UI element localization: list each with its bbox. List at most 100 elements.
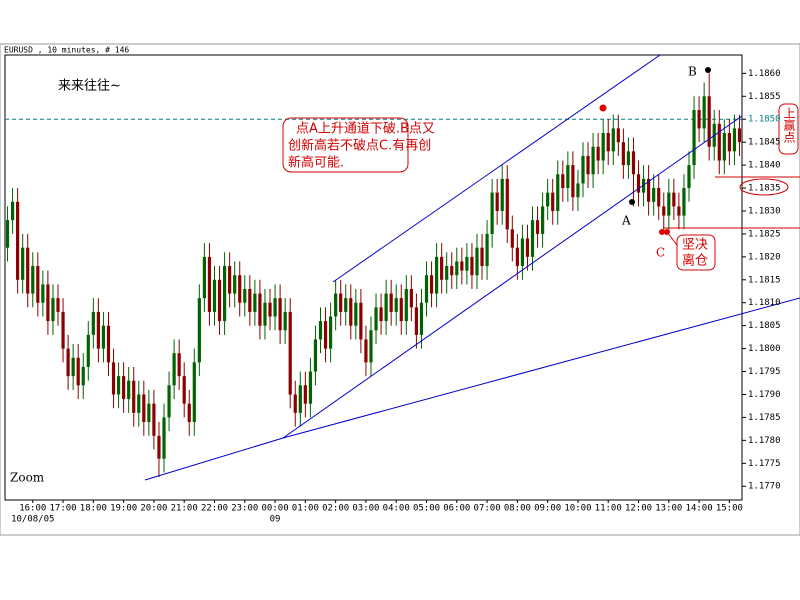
candle-body xyxy=(253,293,257,312)
candle-body xyxy=(16,201,20,280)
y-tick-label: 1.1775 xyxy=(748,459,781,469)
candle-body xyxy=(162,417,166,459)
candle-body xyxy=(409,288,413,308)
x-tick-label: 01:00 xyxy=(292,504,319,514)
candle-body xyxy=(399,298,403,322)
y-tick-label: 1.1825 xyxy=(748,229,781,239)
x-tick-label: 15:00 xyxy=(716,504,743,514)
y-tick-label: 1.1800 xyxy=(748,344,781,354)
candle-body xyxy=(101,325,106,349)
candle-body xyxy=(546,192,550,207)
candle-body xyxy=(520,238,525,267)
candle-body xyxy=(525,238,530,257)
candle-body xyxy=(328,316,333,349)
x-tick-label: 19:00 xyxy=(110,504,137,514)
candle-body xyxy=(142,394,146,423)
note-line: 点A上升通道下破.B点又 xyxy=(296,122,435,137)
candle-body xyxy=(283,311,287,331)
candle-body xyxy=(238,275,242,303)
point-dot xyxy=(664,229,670,235)
exit-label: 离仓 xyxy=(682,253,708,269)
candle-body xyxy=(591,146,595,175)
candle-body xyxy=(298,385,302,413)
y-tick-label: 1.1835 xyxy=(748,184,781,194)
candle-body xyxy=(354,302,358,326)
candle-body xyxy=(268,302,272,317)
x-tick-label: 16:00 xyxy=(19,504,46,514)
candle-body xyxy=(202,256,206,299)
candle-body xyxy=(717,123,721,161)
candle-body xyxy=(576,183,580,198)
candle-body xyxy=(374,307,378,331)
exit-box xyxy=(676,234,716,271)
candle-body xyxy=(535,220,540,234)
candle-body xyxy=(288,311,292,395)
candle-body xyxy=(177,353,181,377)
candle-body xyxy=(207,256,212,312)
point-dot xyxy=(659,229,665,235)
candle-body xyxy=(243,288,247,303)
take-profit-label: 上赢点 xyxy=(782,107,796,143)
candle-body xyxy=(657,188,661,207)
candle-body xyxy=(303,385,307,404)
candle-body xyxy=(217,279,222,322)
x-tick-label: 22:00 xyxy=(201,504,228,514)
candle-body xyxy=(500,178,504,211)
candle-body xyxy=(116,376,121,395)
candle-body xyxy=(611,128,615,152)
candle-body xyxy=(364,339,368,363)
candle-body xyxy=(641,178,646,193)
candle-body xyxy=(662,206,666,216)
candle-body xyxy=(51,298,55,322)
y-tick-label: 1.1820 xyxy=(748,252,781,262)
candle-body xyxy=(450,266,454,276)
candle-body xyxy=(10,201,15,221)
point-dot xyxy=(599,104,607,112)
point-label: A xyxy=(621,214,631,228)
candle-body xyxy=(541,206,545,234)
candle-body xyxy=(81,366,85,386)
candle-body xyxy=(677,206,681,216)
candle-body xyxy=(556,174,560,211)
x-tick-label: 02:00 xyxy=(322,504,349,514)
candle-body xyxy=(293,394,297,413)
chart-title: 来来往往~ xyxy=(58,79,121,94)
candle-body xyxy=(5,220,10,248)
candle-body xyxy=(278,298,282,331)
candle-body xyxy=(61,311,65,349)
note-line: 新高可能. xyxy=(288,155,344,171)
y-tick-label: 1.1790 xyxy=(748,390,781,400)
candle-body xyxy=(258,293,262,326)
candle-body xyxy=(228,266,232,294)
candle-body xyxy=(601,132,605,161)
x-tick-label: 11:00 xyxy=(595,504,622,514)
y-tick-label: 1.1855 xyxy=(748,92,781,102)
candle-body xyxy=(571,165,575,198)
candle-body xyxy=(596,146,600,161)
candle-body xyxy=(76,357,80,386)
candle-body xyxy=(394,298,398,312)
candle-body xyxy=(192,362,196,423)
candle-body xyxy=(707,96,711,147)
candle-body xyxy=(440,256,444,280)
candle-body xyxy=(147,403,151,423)
candle-body xyxy=(616,128,620,143)
candle-body xyxy=(434,256,439,294)
candle-body xyxy=(66,348,70,377)
y-tick-label: 1.1850 xyxy=(748,115,781,125)
candle-body xyxy=(480,247,484,267)
support-line xyxy=(282,297,800,439)
candle-body xyxy=(86,334,90,367)
x-tick-label: 23:00 xyxy=(231,504,258,514)
candle-body xyxy=(626,151,631,166)
candle-body xyxy=(56,298,60,312)
support-line xyxy=(144,437,284,481)
marks xyxy=(5,73,742,478)
candle-body xyxy=(334,293,338,317)
candle-body xyxy=(530,220,535,257)
point-dot xyxy=(629,199,635,205)
candle-body xyxy=(631,151,636,175)
candle-body xyxy=(41,284,45,303)
candle-body xyxy=(379,307,383,322)
